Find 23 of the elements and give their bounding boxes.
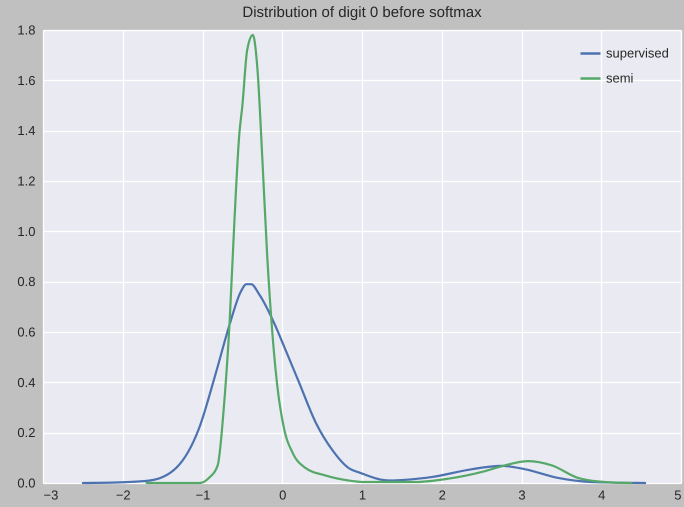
legend-label: semi — [606, 70, 634, 86]
y-tick-label: 0.8 — [17, 274, 36, 290]
y-tick-label: 1.2 — [17, 174, 36, 188]
x-tick-label: 3 — [518, 488, 526, 502]
y-tick-label: 1.0 — [17, 224, 36, 239]
x-tick-label: 5 — [674, 488, 682, 502]
y-tick-label: 0.4 — [17, 374, 36, 390]
y-tick-label: 0.6 — [17, 324, 36, 340]
y-tick-label: 1.4 — [17, 123, 36, 138]
x-tick-label: −3 — [44, 488, 58, 502]
x-tick-label: 1 — [358, 488, 366, 502]
y-tick-label: 0.0 — [17, 476, 36, 490]
y-tick-label: 1.8 — [17, 22, 36, 38]
y-tick-label: 1.6 — [17, 72, 36, 88]
x-tick-label: −2 — [116, 488, 131, 502]
x-tick-label: 2 — [438, 488, 446, 502]
x-tick-label: −1 — [196, 488, 210, 502]
y-tick-label: 0.2 — [17, 425, 36, 440]
x-tick-label: 0 — [279, 488, 286, 502]
legend-label: supervised — [606, 46, 669, 60]
line-series — [82, 283, 646, 484]
chart-title: Distribution of digit 0 before softmax — [242, 4, 482, 21]
x-tick-label: 4 — [598, 488, 606, 502]
